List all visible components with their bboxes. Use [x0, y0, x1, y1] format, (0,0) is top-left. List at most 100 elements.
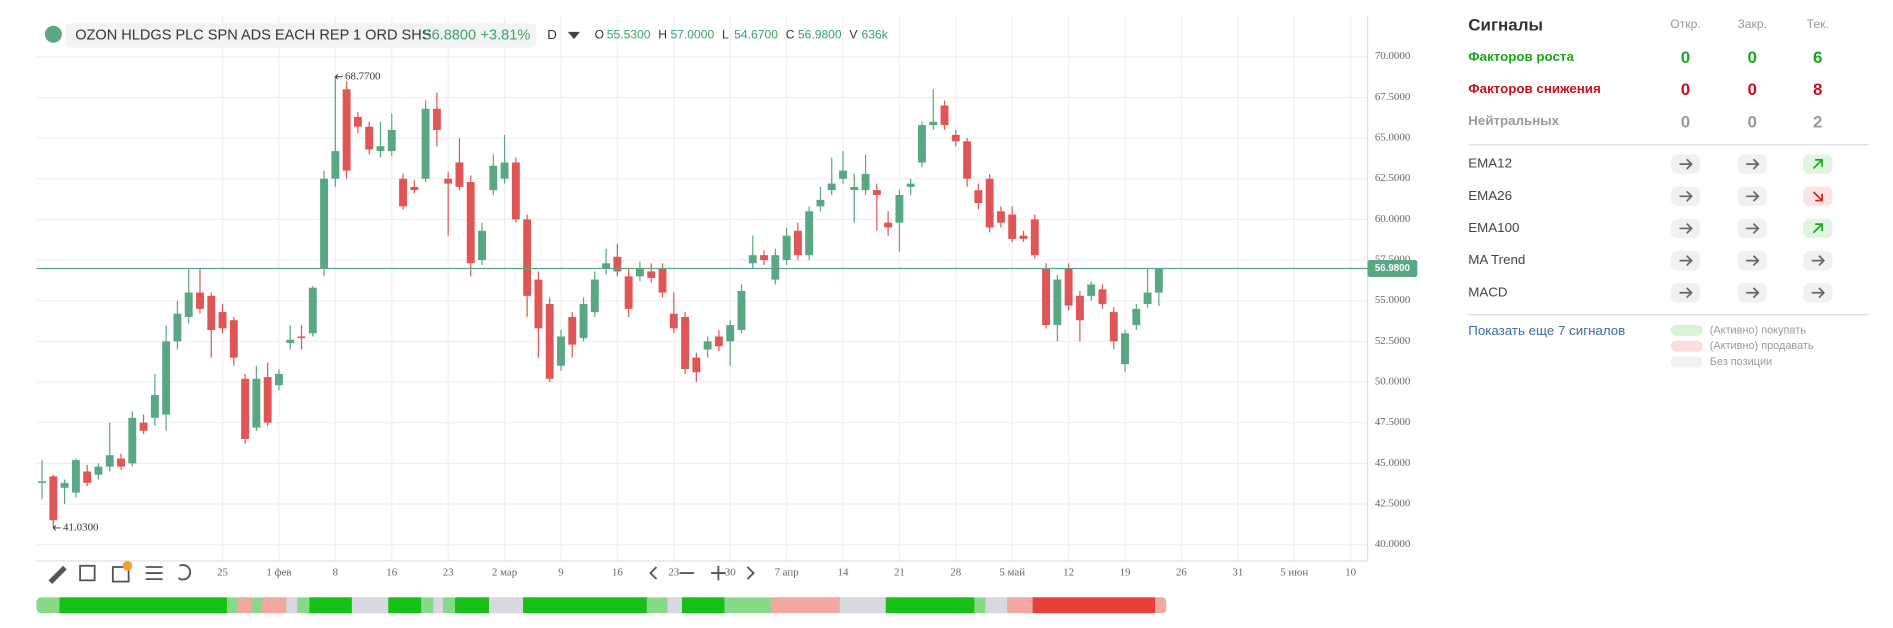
cursor-tool[interactable]	[79, 564, 96, 582]
x-tick-label: 12	[1063, 567, 1074, 579]
ohlcv-key: O	[595, 28, 604, 42]
reset-tool[interactable]	[177, 564, 192, 581]
candle-body	[263, 377, 272, 423]
candle-body	[703, 341, 712, 350]
indicator-tool[interactable]	[111, 566, 130, 583]
candle-body	[805, 211, 814, 256]
candle-body	[241, 378, 250, 439]
candle-body	[951, 134, 960, 142]
strip-seg	[681, 597, 725, 614]
candle-body	[771, 255, 780, 280]
x-tick-label: 10	[1345, 567, 1356, 579]
strip-seg	[885, 597, 975, 614]
last-price: 56.8800	[423, 27, 476, 43]
candle-body	[996, 211, 1005, 223]
candle-body	[1121, 333, 1129, 365]
candle-body	[861, 173, 870, 191]
interval[interactable]: D	[547, 27, 557, 42]
ohlcv-value: 636k	[862, 28, 889, 42]
state-arrow	[1746, 287, 1760, 299]
candle-body	[557, 336, 565, 366]
scroll-left[interactable]	[649, 566, 658, 580]
indicator-name: EMA100	[1468, 220, 1519, 235]
state-arrow	[1679, 158, 1693, 170]
candle-body	[1154, 268, 1163, 293]
legend-label: (Активно) покупать	[1710, 324, 1806, 336]
candle-body	[128, 417, 137, 464]
candle-body	[714, 336, 723, 347]
candle-body	[906, 183, 915, 187]
candle-body	[974, 190, 983, 204]
x-tick-label: 5 май	[999, 567, 1025, 579]
candle-body	[252, 378, 261, 428]
summary-value: 0	[1681, 80, 1690, 99]
candle-body	[432, 108, 441, 130]
candle-body	[624, 276, 633, 309]
candle-body	[613, 256, 622, 272]
more-signals-link[interactable]: Показать еще 7 сигналов	[1468, 323, 1625, 338]
candle-body	[681, 316, 690, 370]
state-arrow	[1811, 255, 1826, 267]
state-arrow	[1679, 190, 1693, 202]
interval-dropdown[interactable]	[567, 31, 581, 40]
candle-body	[60, 482, 69, 488]
signals-title: Сигналы	[1468, 15, 1543, 34]
y-tick-label: 45.0000	[1375, 457, 1411, 469]
candle-body	[669, 313, 678, 329]
candle-body	[940, 105, 949, 126]
candle-body	[1053, 279, 1062, 326]
candle-body	[1019, 235, 1028, 239]
candle-body	[963, 141, 972, 179]
annotation-pointer	[334, 73, 343, 80]
summary-value: 2	[1813, 112, 1822, 131]
x-tick-label: 30	[725, 567, 736, 579]
candle-body	[229, 320, 238, 358]
indicator-name: MACD	[1468, 284, 1507, 299]
summary-label: Факторов снижения	[1468, 81, 1601, 96]
zoom-in[interactable]	[711, 565, 726, 581]
candle-body	[455, 162, 464, 187]
y-tick-label: 52.5000	[1375, 335, 1411, 347]
y-tick-label: 42.5000	[1375, 498, 1411, 510]
strip-seg	[770, 597, 840, 614]
candle-body	[1008, 214, 1017, 239]
candle-body	[1087, 284, 1096, 296]
candle-body	[545, 303, 554, 379]
candle-body	[1075, 295, 1084, 321]
column-header: Тек.	[1807, 17, 1829, 31]
legend-swatch	[1670, 356, 1703, 368]
candle-body	[399, 178, 407, 207]
strip-seg	[985, 597, 1008, 614]
column-header: Закр.	[1737, 17, 1766, 31]
ohlcv-key: L	[722, 28, 729, 42]
summary-value: 0	[1748, 112, 1757, 131]
ohlcv-value: 54.6700	[734, 28, 778, 42]
candle-body	[827, 183, 836, 191]
candle-body	[839, 170, 847, 179]
draw-tool[interactable]	[48, 565, 67, 584]
candle-body	[872, 190, 881, 195]
state-arrow	[1746, 158, 1760, 170]
legend-label: Без позиции	[1710, 356, 1772, 368]
candle-body	[274, 373, 283, 386]
strip-seg	[523, 597, 647, 614]
scroll-right[interactable]	[746, 566, 755, 580]
y-tick-label: 65.0000	[1375, 132, 1411, 144]
settings-tool[interactable]	[145, 566, 163, 581]
y-tick-label: 62.5000	[1375, 172, 1411, 184]
x-tick-label: 2 мар	[492, 567, 518, 579]
strip-seg	[286, 597, 298, 614]
ohlcv-key: H	[658, 28, 667, 42]
candle-body	[647, 271, 656, 278]
candle-body	[602, 263, 611, 269]
strip-seg	[237, 597, 253, 614]
candle-body	[692, 357, 701, 373]
candle-body	[511, 162, 520, 220]
candle-body	[94, 466, 103, 475]
candle-body	[590, 279, 599, 313]
strip-seg	[59, 597, 227, 614]
x-tick-label: 31	[1232, 567, 1243, 579]
candle-body	[658, 268, 667, 293]
candle-body	[929, 121, 938, 126]
candle-body	[737, 290, 746, 330]
